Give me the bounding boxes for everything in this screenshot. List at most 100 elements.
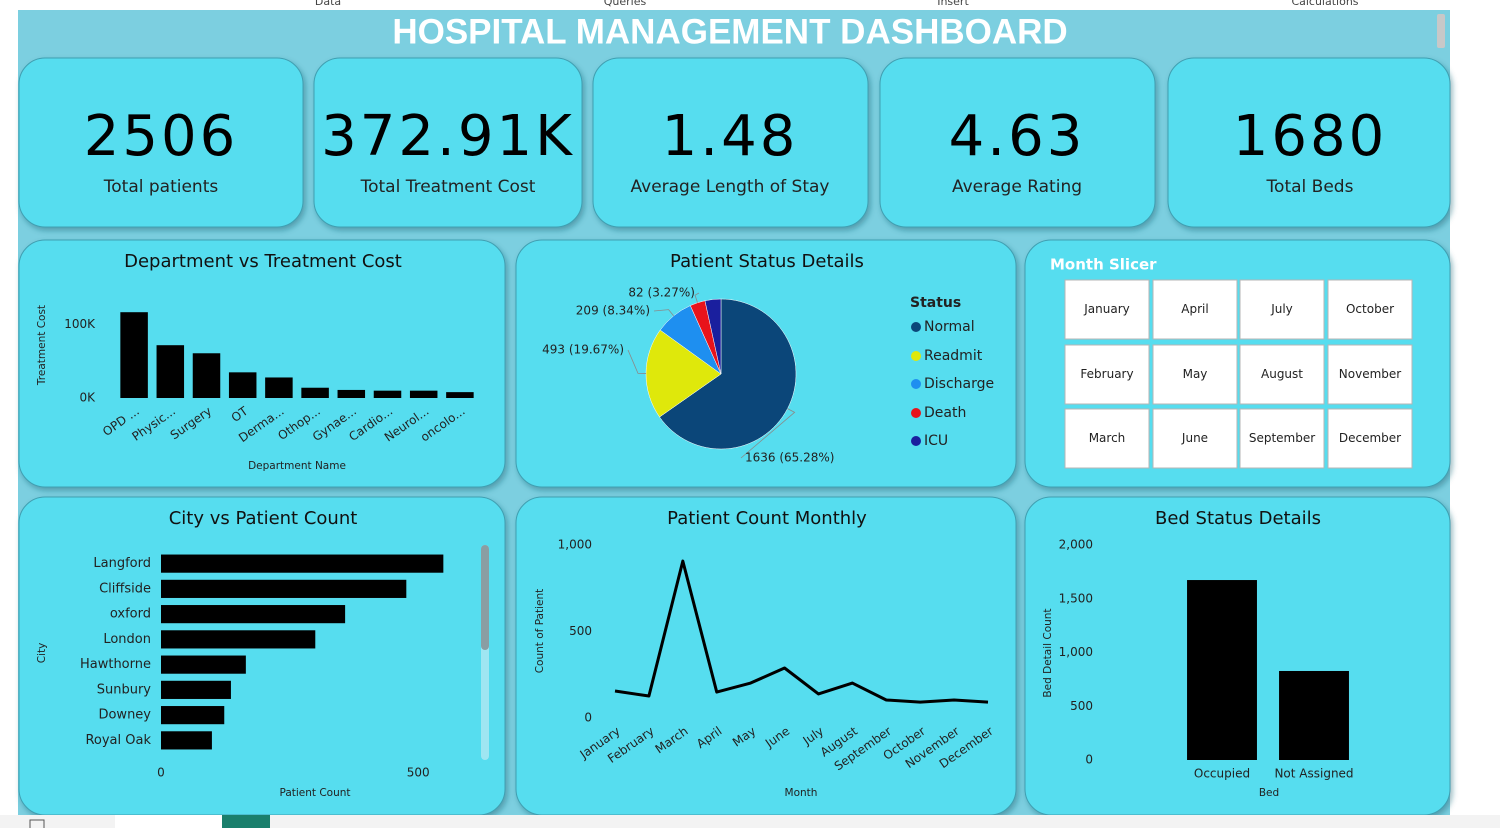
y-tick-label: 100K [64, 317, 96, 331]
slicer-item[interactable]: May [1183, 367, 1208, 381]
slicer-item[interactable]: August [1261, 367, 1303, 381]
bar [192, 353, 221, 398]
slicer-item[interactable]: November [1339, 367, 1401, 381]
slicer-button[interactable] [1239, 279, 1325, 340]
pie-slice [645, 329, 722, 418]
slicer-item[interactable]: June [1181, 431, 1208, 445]
slicer-item[interactable]: March [1089, 431, 1126, 445]
legend-label: Death [924, 405, 966, 421]
bar [161, 655, 246, 674]
card [18, 239, 506, 488]
status-bar [0, 815, 1500, 828]
chart-title: Patient Count Monthly [667, 508, 867, 529]
kpi-label: Total patients [103, 177, 219, 197]
slicer-title: Month Slicer [1050, 256, 1157, 274]
legend-label: Discharge [924, 376, 994, 392]
bar [1187, 580, 1257, 760]
y-tick-label: 1,000 [558, 538, 592, 552]
x-axis-title: Bed [1259, 787, 1279, 799]
slicer-button[interactable] [1152, 279, 1238, 340]
data-label: 209 (8.34%) [576, 304, 650, 318]
bar [301, 387, 329, 398]
page-tab[interactable] [115, 815, 222, 828]
kpi-label: Average Rating [952, 177, 1082, 197]
slicer-button[interactable] [1064, 408, 1150, 469]
chart-title: Patient Status Details [670, 251, 864, 272]
kpi-label: Total Beds [1266, 177, 1354, 197]
ribbon-tab[interactable]: Queries [604, 0, 647, 8]
card [18, 57, 304, 228]
x-tick-label: Occupied [1194, 767, 1250, 781]
y-tick-label: London [103, 632, 151, 647]
slicer-button[interactable] [1152, 408, 1238, 469]
bar [161, 731, 212, 750]
x-tick-label: 500 [407, 766, 430, 780]
kpi-label: Total Treatment Cost [360, 177, 536, 197]
y-tick-label: 1,500 [1059, 591, 1093, 605]
bar [228, 372, 257, 398]
slicer-button[interactable] [1239, 408, 1325, 469]
line [614, 559, 989, 704]
slicer-item[interactable]: October [1346, 302, 1394, 316]
slicer-button[interactable] [1327, 408, 1413, 469]
slicer-item[interactable]: February [1080, 367, 1133, 381]
scroll-thumb[interactable] [481, 545, 489, 650]
y-tick-label: Royal Oak [85, 733, 151, 748]
page-icon[interactable] [29, 819, 45, 828]
leader-line [627, 349, 647, 374]
bar [161, 630, 316, 649]
y-axis-title: Count of Patient [534, 589, 546, 674]
y-tick-label: 0 [584, 711, 592, 725]
slicer-button[interactable] [1327, 344, 1413, 405]
data-label: 493 (19.67%) [542, 343, 624, 357]
card [313, 57, 583, 228]
slicer-button[interactable] [1239, 344, 1325, 405]
legend-swatch [911, 436, 921, 446]
y-tick-label: 1,000 [1059, 645, 1093, 659]
bar [161, 706, 225, 725]
slicer-button[interactable] [1064, 279, 1150, 340]
y-tick-label: 2,000 [1059, 538, 1093, 552]
pie-slice [659, 298, 797, 450]
slicer-item[interactable]: January [1083, 302, 1130, 316]
ribbon-tab[interactable]: Calculations [1291, 0, 1358, 8]
bar [161, 579, 407, 598]
card [592, 57, 869, 228]
slicer-item[interactable]: September [1249, 431, 1315, 445]
y-tick-label: Langford [93, 556, 151, 571]
bar [161, 680, 231, 699]
legend-title: Status [910, 295, 961, 311]
card [879, 57, 1156, 228]
legend-label: ICU [924, 433, 948, 449]
leader-line [740, 408, 796, 459]
ribbon-tab[interactable]: Insert [937, 0, 969, 8]
ribbon-tab[interactable]: Data [315, 0, 341, 8]
legend-label: Normal [924, 319, 975, 335]
bar [373, 390, 402, 398]
kpi-value: 2506 [84, 104, 239, 169]
slicer-button[interactable] [1152, 344, 1238, 405]
legend-label: Readmit [924, 348, 983, 364]
slicer-item[interactable]: December [1339, 431, 1401, 445]
slicer-button[interactable] [1064, 344, 1150, 405]
y-axis-title: Bed Detail Count [1042, 608, 1054, 697]
slicer-item[interactable]: July [1270, 302, 1293, 316]
x-tick-label: 0 [157, 766, 165, 780]
scrollbar[interactable] [1437, 14, 1445, 48]
bar [265, 377, 293, 398]
slicer-item[interactable]: April [1181, 302, 1208, 316]
y-tick-label: Downey [98, 708, 151, 723]
leader-line [653, 309, 674, 317]
chart-title: Bed Status Details [1155, 508, 1321, 529]
kpi-value: 1.48 [662, 104, 799, 169]
bar [161, 554, 444, 573]
page-tab-active[interactable] [222, 815, 270, 828]
y-tick-label: 0K [79, 391, 96, 405]
y-tick-label: 0 [1085, 753, 1093, 767]
x-tick-label: Not Assigned [1274, 767, 1353, 781]
y-axis-title: City [36, 643, 48, 664]
slicer-button[interactable] [1327, 279, 1413, 340]
x-axis-title: Patient Count [279, 787, 350, 799]
y-tick-label: oxford [110, 607, 151, 622]
